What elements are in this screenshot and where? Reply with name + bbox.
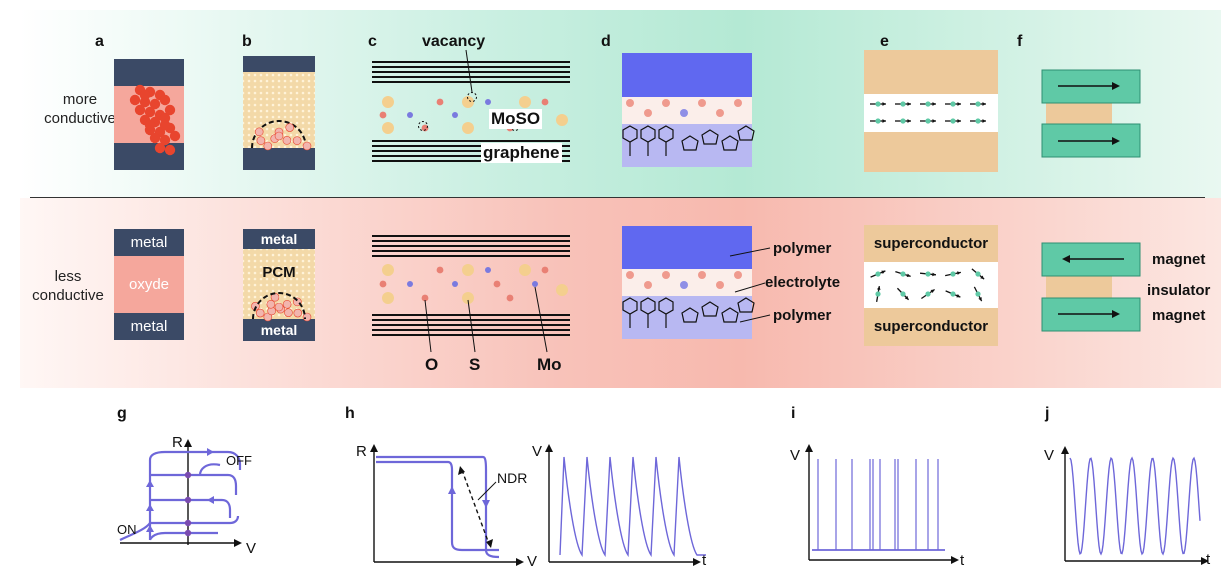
sinusoidal-oscillation	[1070, 458, 1200, 554]
j-x-label: t	[1206, 551, 1210, 568]
axis-arrowhead	[1061, 446, 1069, 454]
j-y-label: V	[1044, 447, 1054, 464]
